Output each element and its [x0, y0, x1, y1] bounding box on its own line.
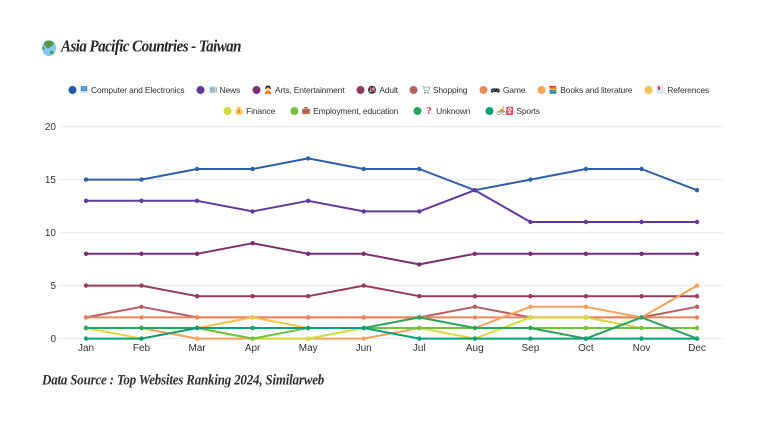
svg-text:0: 0 [50, 334, 56, 345]
svg-text:Sep: Sep [522, 343, 540, 354]
svg-text:Mar: Mar [188, 343, 206, 354]
svg-text:10: 10 [45, 228, 57, 239]
svg-text:5: 5 [50, 281, 56, 292]
svg-text:Feb: Feb [133, 343, 151, 354]
svg-text:$: $ [238, 108, 241, 115]
svg-text:Apr: Apr [245, 343, 261, 354]
svg-text:Jul: Jul [413, 343, 426, 354]
svg-text:?: ? [427, 106, 432, 116]
svg-text:20: 20 [45, 122, 57, 133]
svg-text:Dec: Dec [688, 343, 706, 354]
svg-text:Aug: Aug [466, 343, 484, 354]
svg-text:Jan: Jan [78, 343, 94, 354]
svg-text:Jun: Jun [356, 343, 372, 354]
svg-text:May: May [299, 343, 318, 354]
svg-text:Nov: Nov [633, 343, 651, 354]
svg-text:15: 15 [45, 175, 57, 186]
svg-text:Oct: Oct [578, 343, 594, 354]
